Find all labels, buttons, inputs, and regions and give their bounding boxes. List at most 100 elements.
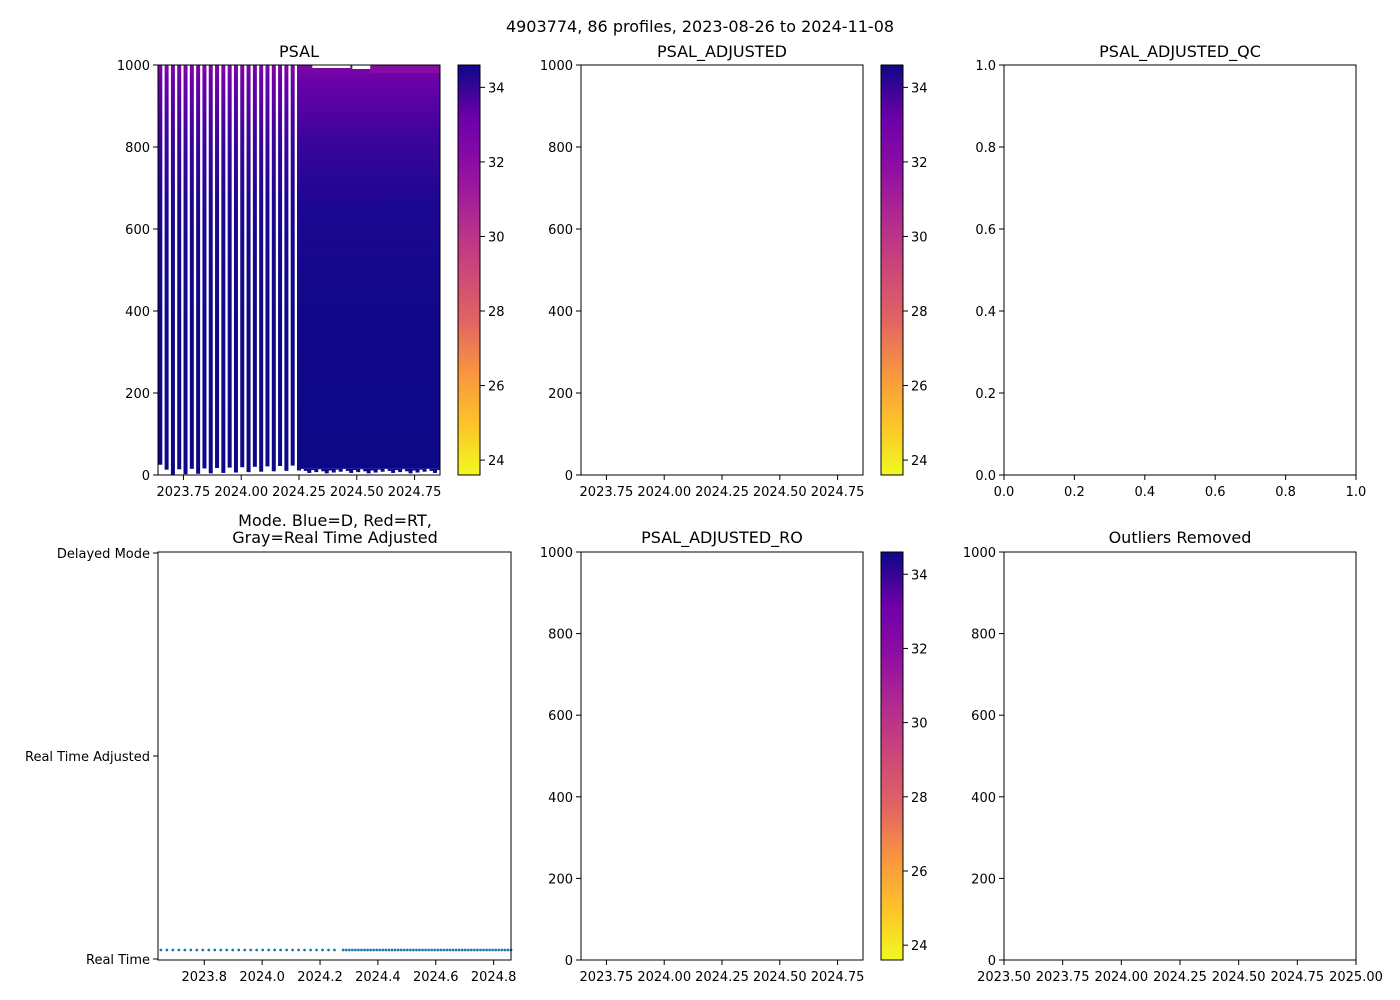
profile-bottom-cell bbox=[429, 468, 434, 471]
x-tick-label: 2024.75 bbox=[1270, 970, 1324, 985]
y-tick-label: 1000 bbox=[117, 59, 150, 74]
colorbar-tick-label: 26 bbox=[488, 380, 505, 395]
y-tick-label: 0 bbox=[142, 469, 150, 484]
profile-bottom-cell bbox=[363, 468, 368, 472]
axes-frame bbox=[1003, 551, 1357, 961]
mode-point-real-time bbox=[454, 948, 458, 952]
mode-point-real-time bbox=[255, 948, 259, 952]
profile-bottom-cell bbox=[419, 468, 424, 470]
x-tick-label: 2024.50 bbox=[753, 970, 807, 985]
psal-heatmap bbox=[158, 65, 441, 475]
mode-point-real-time bbox=[201, 948, 205, 952]
colorbar-tick-label: 26 bbox=[911, 865, 928, 880]
x-tick-label: 2024.00 bbox=[214, 485, 268, 500]
y-tick-label: 1000 bbox=[963, 546, 996, 561]
mode-point-real-time bbox=[372, 948, 376, 952]
axes-ticks: 2023.75 2024.00 2024.25 2024.50 2024.75 0 200 4… bbox=[117, 59, 442, 500]
profile-stripe bbox=[177, 65, 182, 470]
axes-ticks: 2023.75 2024.00 2024.25 2024.50 2024.75 0 200 4… bbox=[540, 59, 865, 500]
profile-stripe bbox=[164, 65, 169, 470]
mode-point-real-time bbox=[279, 948, 283, 952]
mode-point-real-time bbox=[165, 948, 169, 952]
profile-stripe bbox=[221, 65, 226, 473]
mode-point-real-time bbox=[378, 948, 382, 952]
mode-point-real-time bbox=[503, 948, 507, 952]
panel-title: PSAL_ADJUSTED_RO bbox=[641, 528, 803, 548]
mode-point-real-time bbox=[291, 948, 294, 952]
colorbar-tick-label: 30 bbox=[488, 230, 505, 245]
mode-point-real-time bbox=[463, 948, 467, 952]
profile-bottom-cell bbox=[412, 468, 417, 471]
mode-point-real-time bbox=[375, 948, 379, 952]
profile-stripe bbox=[233, 65, 238, 473]
mode-point-real-time bbox=[369, 948, 373, 952]
mode-point-real-time bbox=[396, 948, 400, 952]
mode-point-real-time bbox=[466, 948, 470, 952]
mode-point-real-time bbox=[424, 948, 427, 952]
colorbar-tick-label: 32 bbox=[488, 156, 505, 171]
mode-point-real-time bbox=[433, 948, 437, 952]
x-tick-label: 2025.00 bbox=[1329, 970, 1383, 985]
mode-point-real-time bbox=[353, 948, 357, 952]
y-tick-label: 1000 bbox=[540, 59, 573, 74]
colorbar-tick-label: 30 bbox=[911, 717, 928, 732]
x-tick-label: 2023.50 bbox=[977, 970, 1031, 985]
figure-suptitle: 4903774, 86 profiles, 2023-08-26 to 2024… bbox=[506, 17, 894, 36]
axes-ticks: 2023.50 2023.75 2024.00 2024.25 2024.50 2024.… bbox=[963, 546, 1383, 985]
profile-stripe bbox=[196, 65, 201, 474]
y-tick-label: 0.4 bbox=[975, 305, 996, 320]
colorbar: 24 26 28 30 32 34 bbox=[880, 551, 928, 961]
profile-stripe bbox=[246, 65, 251, 473]
y-tick-label: 200 bbox=[125, 387, 150, 402]
colorbar-tick-label: 24 bbox=[911, 454, 928, 469]
y-tick-label: 800 bbox=[548, 628, 573, 643]
colorbar: 24 26 28 30 32 34 bbox=[880, 64, 928, 476]
panel-title-line2: Gray=Real Time Adjusted bbox=[232, 528, 438, 547]
mode-point-real-time bbox=[183, 948, 187, 952]
x-tick-label: 2024.50 bbox=[1212, 970, 1266, 985]
profile-stripe bbox=[290, 65, 295, 466]
profile-bottom-cell bbox=[394, 468, 399, 471]
profile-bottom-cell bbox=[303, 468, 308, 471]
profile-stripe bbox=[170, 65, 175, 475]
colorbar-tick-label: 28 bbox=[488, 305, 505, 320]
mode-point-real-time bbox=[500, 948, 504, 952]
mode-point-real-time bbox=[315, 948, 318, 952]
y-tick-label: 0.2 bbox=[975, 387, 996, 402]
colorbar-tick-label: 32 bbox=[911, 156, 928, 171]
panel-title: PSAL bbox=[279, 42, 319, 61]
profile-bottom-cell bbox=[422, 468, 427, 472]
mode-point-real-time bbox=[231, 948, 235, 952]
x-tick-label: 2024.25 bbox=[695, 485, 749, 500]
profile-stripe bbox=[297, 65, 301, 471]
mode-point-real-time bbox=[297, 948, 300, 952]
y-tick-label: 200 bbox=[548, 872, 573, 887]
profile-bottom-cell bbox=[352, 468, 357, 471]
mode-point-real-time bbox=[363, 948, 366, 952]
profile-stripe bbox=[227, 65, 232, 468]
mode-point-real-time bbox=[171, 948, 175, 952]
mode-point-real-time bbox=[411, 948, 415, 952]
mode-point-real-time bbox=[427, 948, 431, 952]
y-tick-label: 0.8 bbox=[975, 141, 996, 156]
profile-stripe bbox=[252, 65, 257, 467]
mode-point-real-time bbox=[482, 948, 485, 952]
panel-psal-adjusted-qc: PSAL_ADJUSTED_QC 0.0 0.2 0.4 0.6 0.8 1.00.00.… bbox=[975, 42, 1366, 500]
y-tick-label: 0 bbox=[565, 954, 573, 969]
x-tick-label: 2024.25 bbox=[1153, 970, 1207, 985]
colorbar-tick-label: 26 bbox=[911, 380, 928, 395]
mode-point-real-time bbox=[237, 948, 241, 952]
mode-point-real-time bbox=[189, 948, 193, 952]
colorbar-gradient bbox=[457, 64, 481, 476]
mode-point-real-time bbox=[249, 948, 253, 952]
profile-bottom-cell bbox=[391, 468, 396, 473]
colorbar: 24 26 28 30 32 34 bbox=[457, 64, 505, 476]
y-tick-label: 600 bbox=[548, 223, 573, 238]
panel-title: PSAL_ADJUSTED_QC bbox=[1099, 42, 1261, 62]
mode-point-real-time bbox=[344, 948, 348, 952]
x-tick-label: 2024.00 bbox=[1094, 970, 1148, 985]
mode-point-real-time bbox=[387, 948, 391, 952]
mode-point-real-time bbox=[213, 948, 217, 952]
profile-bottom-cell bbox=[324, 468, 329, 474]
colorbar-ticks: 24 26 28 30 32 34 bbox=[480, 81, 505, 469]
